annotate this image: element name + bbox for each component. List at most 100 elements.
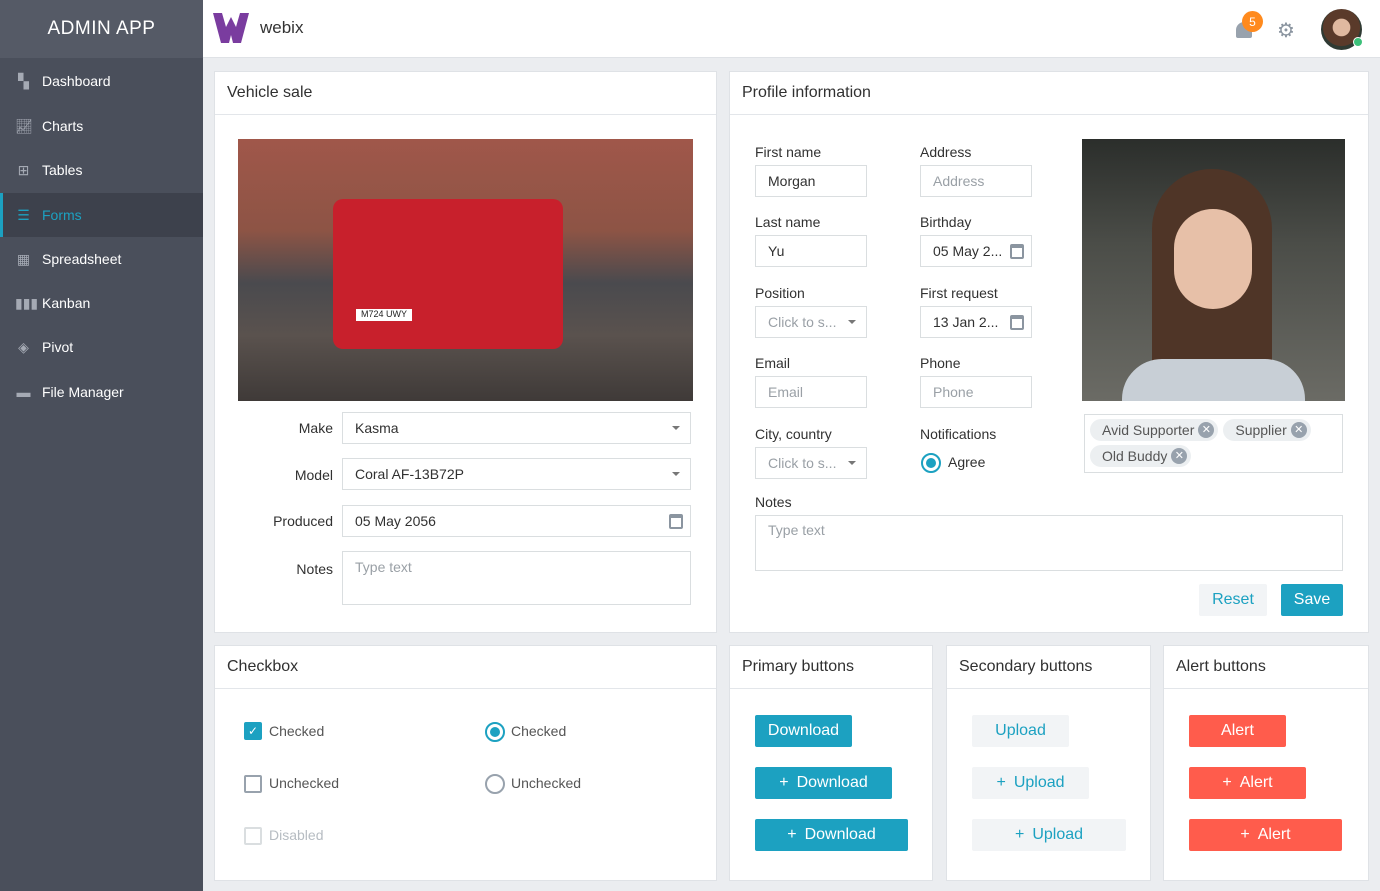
checked-checkbox[interactable]: ✓	[244, 722, 262, 740]
agree-label: Agree	[948, 454, 986, 470]
plus-icon: +	[1014, 826, 1025, 843]
download-button[interactable]: Download	[755, 715, 852, 747]
sidebar-item-file-manager[interactable]: ▬ File Manager	[0, 370, 203, 414]
profile-photo	[1082, 139, 1345, 401]
remove-tag-icon[interactable]: ✕	[1171, 448, 1188, 464]
sidebar-item-spreadsheet[interactable]: ▦ Spreadsheet	[0, 237, 203, 281]
kanban-icon: ▮▮▮	[15, 295, 39, 311]
last-name-label: Last name	[755, 214, 821, 230]
plus-icon: +	[996, 774, 1006, 791]
sidebar-item-dashboard[interactable]: ▚ Dashboard	[0, 59, 203, 103]
alert-wide-button[interactable]: + Alert	[1189, 819, 1342, 851]
button-label: Upload	[1013, 774, 1065, 791]
disabled-checkbox	[244, 827, 262, 845]
calendar-icon[interactable]	[1010, 244, 1024, 259]
sidebar-item-label: Tables	[42, 162, 83, 178]
unchecked-checkbox[interactable]	[244, 775, 262, 793]
sidebar-item-kanban[interactable]: ▮▮▮ Kanban	[0, 281, 203, 325]
sidebar-item-label: File Manager	[42, 384, 124, 400]
sidebar-item-forms[interactable]: ☰ Forms	[0, 193, 203, 237]
position-placeholder: Click to s...	[768, 314, 837, 330]
upload-wide-button[interactable]: + Upload	[972, 819, 1126, 851]
save-button[interactable]: Save	[1281, 584, 1343, 616]
unchecked-radio[interactable]	[485, 774, 505, 794]
model-label: Model	[294, 467, 333, 483]
city-placeholder: Click to s...	[768, 455, 837, 471]
webix-logo-icon	[213, 13, 249, 43]
make-select[interactable]: Kasma	[342, 412, 691, 444]
checkbox-label: Unchecked	[269, 775, 340, 791]
sidebar-item-pivot[interactable]: ◈ Pivot	[0, 325, 203, 369]
sidebar-item-label: Forms	[42, 207, 82, 223]
tag-chip: Avid Supporter ✕	[1090, 419, 1219, 441]
phone-field[interactable]: Phone	[920, 376, 1032, 408]
alert-buttons-panel: Alert buttons Alert + Alert + Alert	[1163, 645, 1369, 881]
sidebar-item-label: Charts	[42, 118, 84, 134]
panel-title: Vehicle sale	[215, 72, 716, 115]
secondary-buttons-panel: Secondary buttons Upload + Upload + Upload	[946, 645, 1151, 881]
model-select[interactable]: Coral AF-13B72P	[342, 458, 691, 490]
panel-title: Checkbox	[215, 646, 716, 689]
vehicle-sale-panel: Vehicle sale M724 UWY Make Kasma Model C…	[214, 71, 717, 633]
chart-icon: 📈︎	[15, 118, 33, 134]
email-field[interactable]: Email	[755, 376, 867, 408]
download-wide-button[interactable]: + Download	[755, 819, 908, 851]
download-icon-button[interactable]: + Download	[755, 767, 892, 799]
reset-button[interactable]: Reset	[1199, 584, 1267, 616]
tags-multiselect[interactable]: Avid Supporter ✕ Supplier ✕ Old Buddy ✕	[1084, 414, 1343, 473]
upload-icon-button[interactable]: + Upload	[972, 767, 1089, 799]
sidebar-item-charts[interactable]: 📈︎ Charts	[0, 104, 203, 148]
birthday-label: Birthday	[920, 214, 972, 230]
first-name-field[interactable]: Morgan	[755, 165, 867, 197]
last-name-field[interactable]: Yu	[755, 235, 867, 267]
produced-value: 05 May 2056	[355, 513, 436, 529]
forms-icon: ☰	[17, 207, 30, 223]
calendar-icon[interactable]	[1010, 315, 1024, 330]
button-label: Download	[804, 826, 876, 843]
notes-textarea[interactable]: Type text	[342, 551, 691, 605]
remove-tag-icon[interactable]: ✕	[1198, 422, 1215, 438]
first-request-datepicker[interactable]: 13 Jan 2...	[920, 306, 1032, 338]
checkbox-label: Checked	[269, 723, 325, 739]
birthday-datepicker[interactable]: 05 May 2...	[920, 235, 1032, 267]
plus-icon: +	[1240, 826, 1250, 843]
email-label: Email	[755, 355, 791, 371]
spreadsheet-icon: ▦	[16, 251, 31, 267]
calendar-icon[interactable]	[669, 514, 683, 529]
panel-title: Secondary buttons	[947, 646, 1150, 689]
tag-label: Old Buddy	[1102, 448, 1168, 464]
alert-button[interactable]: Alert	[1189, 715, 1286, 747]
panel-title: Profile information	[730, 72, 1368, 115]
address-field[interactable]: Address	[920, 165, 1032, 197]
panel-title: Primary buttons	[730, 646, 932, 689]
sidebar-item-label: Pivot	[42, 339, 74, 355]
online-status-icon	[1353, 37, 1363, 47]
alert-icon-button[interactable]: + Alert	[1189, 767, 1306, 799]
remove-tag-icon[interactable]: ✕	[1290, 422, 1307, 438]
city-select[interactable]: Click to s...	[755, 447, 867, 479]
position-select[interactable]: Click to s...	[755, 306, 867, 338]
first-request-value: 13 Jan 2...	[933, 314, 999, 330]
license-plate: M724 UWY	[356, 309, 412, 321]
upload-button[interactable]: Upload	[972, 715, 1069, 747]
profile-panel: Profile information First name Morgan Ad…	[729, 71, 1369, 633]
sidebar-item-label: Spreadsheet	[42, 251, 122, 267]
notes-textarea[interactable]: Type text	[755, 515, 1343, 571]
checked-radio[interactable]	[485, 722, 505, 742]
tag-chip: Supplier ✕	[1223, 419, 1311, 441]
notification-badge: 5	[1242, 11, 1263, 32]
birthday-value: 05 May 2...	[933, 243, 1003, 259]
make-label: Make	[298, 420, 333, 436]
phone-label: Phone	[920, 355, 961, 371]
sidebar-item-label: Dashboard	[42, 73, 111, 89]
sidebar-item-tables[interactable]: ⊞ Tables	[0, 148, 203, 192]
produced-label: Produced	[273, 513, 333, 529]
gear-icon[interactable]: ⚙	[1277, 20, 1295, 42]
address-label: Address	[920, 144, 972, 160]
agree-radio[interactable]	[921, 453, 941, 473]
notes-label: Notes	[755, 494, 792, 510]
sidebar: ADMIN APP ▚ Dashboard 📈︎ Charts ⊞ Tables ☰ F…	[0, 0, 203, 891]
chevron-down-icon	[848, 320, 856, 324]
position-label: Position	[755, 285, 805, 301]
produced-datepicker[interactable]: 05 May 2056	[342, 505, 691, 537]
